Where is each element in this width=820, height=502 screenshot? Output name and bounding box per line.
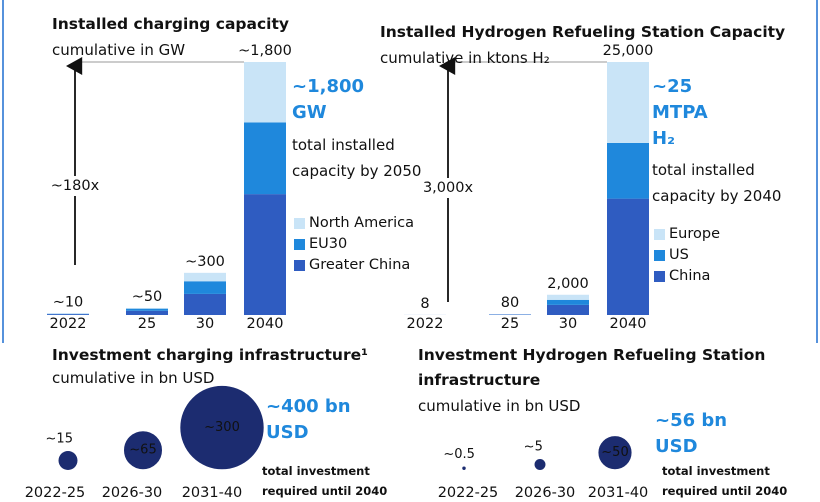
chart-title: Installed charging capacity (52, 15, 290, 33)
bubble-label: ~0.5 (443, 447, 475, 462)
total-label: 80 (501, 295, 519, 311)
total-label: ~300 (185, 254, 225, 270)
callout-note: total investment required until 2040 (262, 464, 388, 498)
total-label: 25,000 (603, 43, 654, 59)
bubble (534, 459, 546, 470)
total-label: 8 (420, 296, 429, 312)
bubble-label: ~65 (129, 443, 156, 458)
legend-label: Greater China (309, 257, 411, 273)
legend-swatch (294, 260, 305, 271)
x-tick-label: 30 (559, 316, 577, 332)
bar-segment (244, 122, 286, 195)
bar-segment (547, 299, 589, 305)
growth-label: 3,000x (423, 180, 474, 196)
bubble (596, 434, 634, 471)
total-label: ~10 (53, 295, 84, 311)
bubble-label: ~15 (46, 432, 73, 447)
bubble (178, 384, 266, 471)
callout: ~400 bn USD (266, 396, 351, 443)
legend-swatch (654, 229, 665, 240)
legend-swatch (654, 250, 665, 261)
legend-label: US (669, 247, 689, 263)
legend-label: EU30 (309, 236, 348, 252)
bubble (122, 429, 164, 471)
chart-subtitle: cumulative in bn USD (418, 397, 581, 415)
bubble-label: ~5 (524, 440, 543, 455)
growth-label-bg (45, 176, 105, 196)
bar-segment (607, 62, 649, 143)
callout-note: total investment required until 2040 (662, 464, 788, 498)
bubble (58, 451, 78, 471)
legend-label: Europe (669, 226, 720, 242)
callout: ~25 MTPA H₂ (652, 76, 708, 149)
bar-segment (244, 62, 286, 123)
x-tick-label: 2040 (610, 316, 647, 332)
x-tick-label: 2031-40 (588, 485, 649, 501)
x-tick-label: 2040 (247, 316, 284, 332)
bar-segment (47, 314, 89, 315)
bar-segment (547, 304, 589, 315)
bar-segment (547, 294, 589, 300)
bar-segment (607, 198, 649, 315)
chart-subtitle: cumulative in bn USD (52, 369, 215, 387)
x-tick-label: 2031-40 (182, 485, 243, 501)
bubble-label: ~300 (204, 420, 240, 435)
x-tick-label: 2022 (407, 316, 444, 332)
bar-segment (607, 142, 649, 199)
total-label: ~50 (132, 289, 163, 305)
bar-segment (184, 272, 226, 282)
bar-segment (126, 307, 168, 309)
legend-swatch (294, 218, 305, 229)
callout-note: total installed capacity by 2050 (292, 136, 422, 180)
chart-title: Investment charging infrastructure¹ (52, 346, 368, 364)
legend-label: China (669, 268, 711, 284)
bubble (462, 466, 466, 470)
chart-title: Installed Hydrogen Refueling Station Cap… (380, 23, 786, 41)
legend-swatch (294, 239, 305, 250)
bubble-label: ~50 (601, 445, 628, 460)
growth-label: ~180x (51, 178, 100, 194)
callout: ~1,800 GW (292, 76, 365, 123)
growth-label-bg (418, 178, 478, 198)
x-tick-label: 2022-25 (438, 485, 499, 501)
x-tick-label: 2022-25 (25, 485, 86, 501)
x-tick-label: 25 (138, 316, 156, 332)
callout: ~56 bn USD (655, 410, 728, 457)
x-tick-label: 2026-30 (102, 485, 163, 501)
callout-note: total installed capacity by 2040 (652, 161, 782, 205)
total-label: ~1,800 (238, 43, 292, 59)
chart-subtitle: cumulative in ktons H₂ (380, 49, 550, 67)
bar-segment (184, 293, 226, 315)
chart-subtitle: cumulative in GW (52, 41, 186, 59)
total-label: 2,000 (547, 276, 589, 292)
x-tick-label: 2026-30 (515, 485, 576, 501)
bar-segment (244, 194, 286, 315)
bar-segment (126, 310, 168, 315)
chart-title: Investment Hydrogen Refueling Station in… (418, 346, 766, 389)
bar-segment (126, 308, 168, 311)
bar-segment (184, 281, 226, 294)
x-tick-label: 30 (196, 316, 214, 332)
legend-swatch (654, 271, 665, 282)
x-tick-label: 2022 (50, 316, 87, 332)
x-tick-label: 25 (501, 316, 519, 332)
legend-label: North America (309, 215, 414, 231)
